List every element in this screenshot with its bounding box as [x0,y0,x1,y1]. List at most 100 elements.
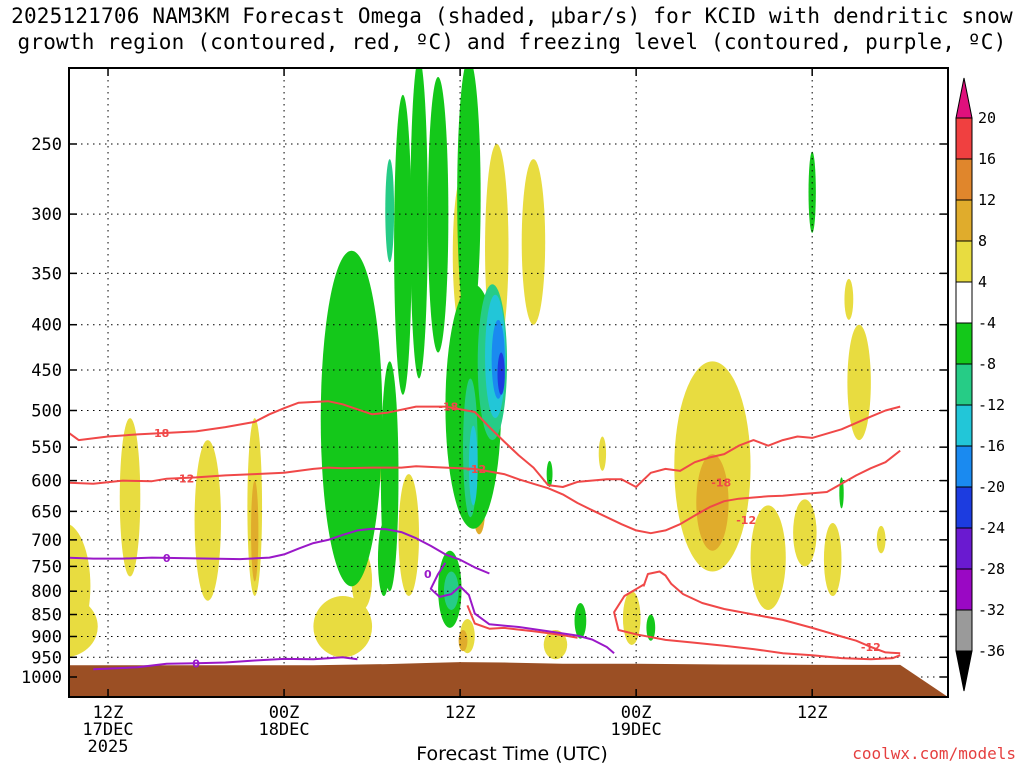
contour-label: -18 [711,477,731,490]
time-tick-label: 2025 [88,737,129,757]
omega-shading [69,68,886,660]
colorbar-min-triangle [955,650,973,692]
time-tick-label: 12Z [445,703,476,723]
colorbar-label: 12 [978,191,996,209]
omega-region [847,324,871,441]
plot-frame [68,67,949,698]
omega-region [521,159,546,325]
colorbar-label: -28 [978,560,1005,578]
contour-label: -18 [438,401,458,414]
colorbar-label: 4 [978,273,987,291]
omega-region [385,159,395,263]
pressure-tick-label: 500 [31,402,62,422]
colorbar-bin [955,322,973,365]
chart-title-line-1: 2025121706 NAM3KM Forecast Omega (shaded… [11,4,1013,28]
colorbar-label: -4 [978,314,996,332]
ground-surface [69,662,948,697]
pressure-tick-label: 700 [31,531,62,551]
temperature-contours: -18 -18 -18 -12 -12 -12 -12 0 0 0 [69,400,901,671]
source-credit[interactable]: coolwx.com/models [852,744,1016,763]
freezing-level-contour [93,656,358,671]
omega-region [793,499,817,567]
omega-region [823,523,842,596]
omega-region [427,76,449,353]
freezing-level-contour [429,562,615,654]
time-tick-label: 00Z [269,703,300,723]
colorbar-bin [955,240,973,283]
omega-colorbar: 20 16 12 8 4 -4 -8 -12 -16 -20 -24 -28 -32 -36 [955,77,1005,692]
time-tick-label: 18DEC [258,720,309,740]
pressure-tick-label: 300 [31,205,62,225]
colorbar-label: -36 [978,642,1005,660]
colorbar-bin [955,568,973,611]
time-tick-label: 12Z [93,703,124,723]
colorbar-label: 20 [978,109,996,127]
red-isotherm-contour [466,605,578,639]
omega-region [808,151,816,233]
colorbar-label: 16 [978,150,996,168]
ground-fill [69,662,948,697]
colorbar-label: -24 [978,519,1005,537]
time-tick-label: 00Z [621,703,652,723]
pressure-tick-label: 650 [31,502,62,522]
contour-label: -12 [174,473,194,486]
pressure-tick-label: 600 [31,472,62,492]
omega-region [194,440,221,601]
omega-region [69,596,98,657]
pressure-tick-label: 550 [31,438,62,458]
colorbar-bin [955,363,973,406]
omega-region [410,68,428,379]
contour-label: 0 [192,657,200,670]
pressure-tick-label: 400 [31,316,62,336]
time-tick-label: 19DEC [611,720,662,740]
colorbar-label: -32 [978,601,1005,619]
omega-region [320,250,383,587]
colorbar-bin [955,486,973,529]
omega-region [574,603,587,639]
omega-region [646,614,656,641]
omega-region [443,571,459,610]
omega-region [458,630,468,652]
colorbar-bin [955,404,973,447]
omega-region [844,278,854,320]
pressure-tick-label: 800 [31,582,62,602]
chart-title-line-2: growth region (contoured, red, ºC) and f… [17,30,1007,54]
colorbar-bin [955,281,973,324]
contour-label: -12 [861,641,881,654]
omega-region [119,418,141,577]
red-isotherm-contour [642,570,901,655]
pressure-axis: 2503003504004505005506006507007508008509… [21,135,948,688]
colorbar-label: -20 [978,478,1005,496]
omega-region [876,525,886,554]
omega-region [543,630,568,660]
colorbar-label: -16 [978,437,1005,455]
contour-label: 0 [163,552,171,565]
contour-label: -18 [149,427,169,440]
pressure-tick-label: 250 [31,135,62,155]
pressure-tick-label: 1000 [21,668,62,688]
colorbar-label: -12 [978,396,1005,414]
red-isotherm-contour [69,449,901,535]
colorbar-label: 8 [978,232,987,250]
omega-region [750,505,786,610]
red-isotherm-contour [69,400,901,488]
omega-region [313,595,373,658]
freezing-level-contour [69,527,490,575]
contour-label: 0 [424,568,432,581]
time-tick-label: 17DEC [82,720,133,740]
time-tick-label: 12Z [797,703,828,723]
pressure-tick-label: 750 [31,557,62,577]
colorbar-label: -8 [978,355,996,373]
pressure-tick-label: 850 [31,606,62,626]
omega-region [394,94,412,395]
omega-region [468,425,478,506]
omega-region [546,460,553,487]
colorbar-bin [955,609,973,652]
colorbar-bin [955,117,973,160]
omega-region [622,591,641,645]
colorbar-bin [955,199,973,242]
omega-region [251,480,259,582]
pressure-tick-label: 350 [31,264,62,284]
